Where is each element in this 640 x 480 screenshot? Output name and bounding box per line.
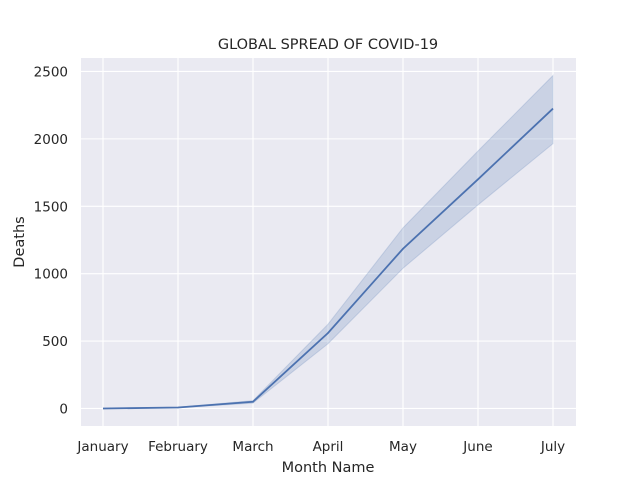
x-tick-label: January (76, 439, 128, 455)
x-tick-label: April (313, 439, 344, 455)
tick-labels: January February March April May June July 0 500… (34, 64, 566, 455)
series-line (102, 107, 554, 410)
y-tick-label: 1500 (34, 199, 68, 215)
y-tick-label: 2000 (34, 132, 68, 148)
x-tick-label: June (462, 439, 492, 455)
chart-title: GLOBAL SPREAD OF COVID-19 (218, 37, 438, 53)
y-tick-label: 500 (42, 334, 68, 350)
x-tick-label: July (540, 439, 565, 455)
y-tick-label: 2500 (34, 64, 68, 80)
x-tick-label: February (148, 439, 208, 455)
y-axis-label: Deaths (12, 216, 28, 267)
y-tick-label: 0 (59, 401, 68, 417)
x-tick-label: March (232, 439, 273, 455)
y-tick-label: 1000 (34, 267, 68, 283)
x-tick-label: May (389, 439, 417, 455)
x-axis-label: Month Name (282, 460, 375, 476)
